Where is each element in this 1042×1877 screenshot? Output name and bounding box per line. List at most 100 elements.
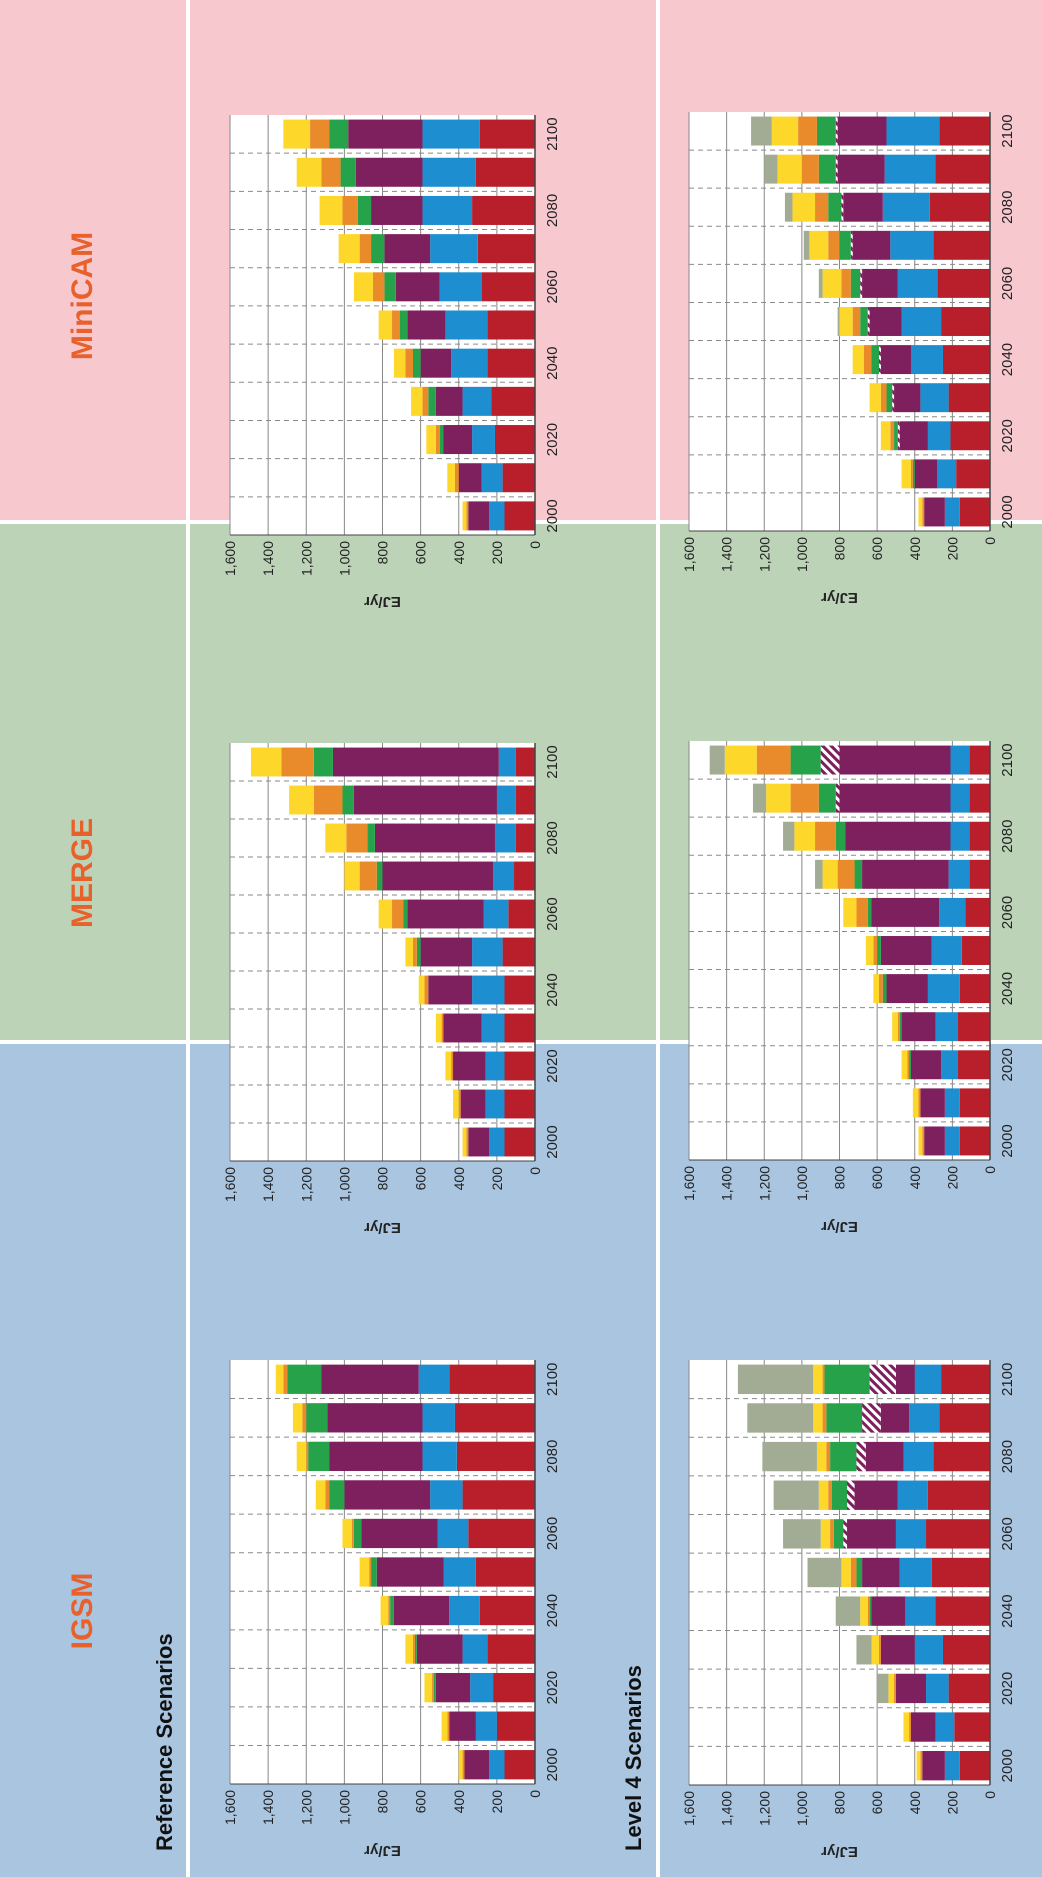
bar-segment-6 <box>315 1480 326 1510</box>
x-tick-label: 2080 <box>544 821 561 854</box>
bar-segment-2 <box>847 1519 896 1549</box>
bar-segment-1 <box>493 861 515 891</box>
bar-segment-4 <box>367 823 375 853</box>
bar-segment-1 <box>886 116 940 146</box>
bar-2010 <box>901 459 991 489</box>
bar-segment-3 <box>860 268 863 298</box>
bar-segment-1 <box>931 936 962 965</box>
bar-segment-1 <box>494 823 516 853</box>
x-tick-label: 2060 <box>999 1517 1016 1550</box>
bar-2040 <box>380 1595 535 1626</box>
bar-segment-1 <box>909 1403 940 1433</box>
bar-segment-7 <box>815 859 823 889</box>
bar-segment-6 <box>822 859 838 889</box>
x-tick-label: 2060 <box>544 1517 561 1550</box>
y-axis-label: EJ/yr <box>364 1842 401 1859</box>
y-tick-label: 0 <box>527 1790 543 1798</box>
bar-segment-1 <box>489 1127 505 1157</box>
y-tick-label: 400 <box>907 1791 923 1815</box>
x-tick-label: 2060 <box>999 267 1016 300</box>
y-tick-label: 1,200 <box>298 541 314 576</box>
bar-2060 <box>353 272 535 302</box>
x-tick-label: 2040 <box>999 972 1016 1005</box>
bar-segment-4 <box>826 1403 863 1433</box>
bar-segment-4 <box>877 936 881 965</box>
bar-segment-7 <box>764 154 778 184</box>
bar-segment-5 <box>435 425 440 455</box>
bar-segment-5 <box>867 1596 870 1626</box>
bar-2030 <box>892 1012 990 1042</box>
bar-segment-1 <box>882 192 930 222</box>
bar-2100 <box>737 1364 991 1394</box>
x-tick-label: 2080 <box>999 820 1016 853</box>
bar-segment-2 <box>854 1480 898 1510</box>
bar-segment-6 <box>813 1364 823 1394</box>
x-tick-label: 2100 <box>999 1363 1016 1396</box>
bar-segment-2 <box>355 157 423 187</box>
bar-segment-4 <box>342 785 354 815</box>
x-tick-label: 2040 <box>544 973 561 1006</box>
bar-segment-0 <box>468 1518 535 1549</box>
bar-segment-2 <box>464 1750 490 1780</box>
bar-segment-2 <box>839 745 951 775</box>
bar-segment-6 <box>353 272 373 302</box>
bar-segment-2 <box>837 116 887 146</box>
bar-segment-1 <box>481 1013 505 1043</box>
bar-segment-2 <box>468 1127 490 1157</box>
bar-segment-5 <box>822 1364 825 1394</box>
bar-segment-6 <box>771 116 799 146</box>
bar-segment-3 <box>847 1480 855 1510</box>
bar-segment-0 <box>494 425 535 455</box>
bar-segment-2 <box>880 1635 915 1665</box>
bar-segment-5 <box>880 383 887 413</box>
y-tick-label: 1,000 <box>794 537 810 572</box>
bar-segment-6 <box>839 307 853 336</box>
x-tick-label: 2080 <box>544 1440 561 1473</box>
bar-segment-4 <box>860 307 868 336</box>
bar-segment-5 <box>313 785 343 815</box>
bar-2000 <box>462 501 535 531</box>
y-tick-label: 1,400 <box>260 1167 276 1202</box>
bar-segment-4 <box>830 1441 857 1472</box>
bar-segment-0 <box>935 1596 990 1626</box>
bar-segment-2 <box>435 1672 471 1703</box>
bar-segment-4 <box>894 421 898 451</box>
x-tick-label: 2080 <box>544 194 561 227</box>
bar-segment-1 <box>470 1672 494 1703</box>
bar-segment-1 <box>920 383 949 413</box>
bar-2070 <box>315 1480 535 1510</box>
bar-segment-1 <box>927 421 951 451</box>
bar-segment-5 <box>283 1364 288 1394</box>
bar-segment-2 <box>886 974 928 1004</box>
bar-segment-1 <box>462 1634 488 1664</box>
bar-segment-2 <box>910 1712 936 1742</box>
y-tick-label: 200 <box>489 1167 505 1191</box>
bar-segment-5 <box>815 192 829 222</box>
x-tick-label: 2060 <box>999 896 1016 929</box>
chart-merge-level4: 0 200 400 600 800 1,000 1,200 1,400 1,600 EJ/yr 20… <box>681 741 1016 1235</box>
bar-segment-5 <box>447 1711 450 1741</box>
bar-segment-5 <box>910 459 913 489</box>
bar-segment-6 <box>901 1050 908 1080</box>
bar-segment-2 <box>382 861 494 891</box>
bar-segment-7 <box>807 1557 842 1588</box>
rotated-content: IGSM MERGE MiniCAM Reference Scenarios Level… <box>66 112 1016 1860</box>
bar-segment-0 <box>456 1441 535 1472</box>
bar-segment-6 <box>325 823 347 853</box>
y-axis-label: EJ/yr <box>821 1218 858 1235</box>
row-separator <box>186 0 190 1877</box>
bar-segment-6 <box>852 345 864 375</box>
bar-segment-4 <box>416 937 421 967</box>
y-tick-label: 800 <box>375 1790 391 1814</box>
bar-segment-0 <box>502 937 535 967</box>
bar-segment-0 <box>965 897 991 927</box>
bar-segment-0 <box>514 861 535 891</box>
bar-segment-5 <box>413 937 417 967</box>
bar-segment-5 <box>422 386 429 416</box>
bar-segment-4 <box>308 1441 330 1472</box>
bar-segment-4 <box>414 1634 417 1664</box>
y-tick-label: 1,600 <box>222 541 238 576</box>
x-tick-label: 2000 <box>999 495 1016 528</box>
bar-segment-0 <box>487 310 535 340</box>
x-tick-label: 2080 <box>999 1440 1016 1473</box>
